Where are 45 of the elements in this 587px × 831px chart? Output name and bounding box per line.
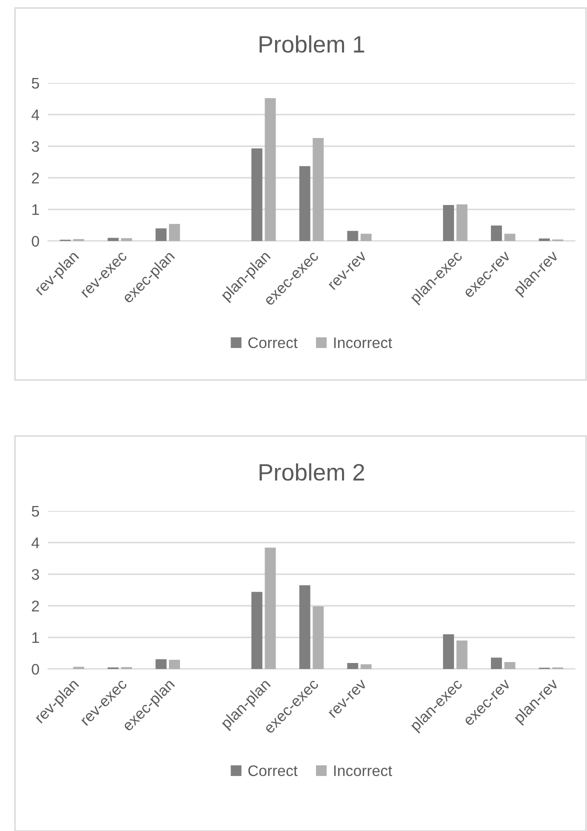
y-tick-label: 2 [32,600,39,612]
y-tick-label: 3 [32,141,39,152]
bar [251,148,262,241]
bar [347,662,358,669]
bar [121,238,132,241]
bar [360,234,372,241]
bar [264,548,276,669]
bar [312,606,324,669]
legend-label: Correct [248,337,298,348]
bar [156,228,167,241]
chart-title: Problem 2 [260,463,364,481]
bar [360,664,372,669]
bar [490,658,502,669]
y-tick-label: 1 [32,204,39,215]
bar [168,660,180,669]
chart-title: Problem 1 [260,35,364,53]
bar [312,138,324,241]
bar [443,634,454,669]
bar [168,224,180,241]
bar [299,585,310,669]
legend-label: Incorrect [334,337,392,348]
bar [504,234,516,241]
y-tick-label: 4 [32,538,40,548]
legend-label: Incorrect [334,765,392,776]
y-tick-label: 4 [32,110,40,120]
bar [108,238,119,241]
y-tick-label: 0 [32,236,40,247]
bar [504,662,516,669]
y-tick-label: 0 [32,664,40,675]
bar [347,230,358,241]
bar [443,204,454,241]
y-tick-label: 1 [32,632,39,643]
y-tick-label: 2 [32,172,39,184]
y-tick-label: 3 [32,569,39,580]
y-tick-label: 5 [32,78,40,89]
legend-label: Correct [248,765,298,776]
bar [299,166,310,241]
bar [456,640,468,669]
y-tick-label: 5 [32,506,40,517]
bar [538,238,550,241]
bar [456,204,468,241]
bar [264,98,276,241]
bar [490,226,502,241]
bar [156,659,167,669]
bar [251,592,262,669]
